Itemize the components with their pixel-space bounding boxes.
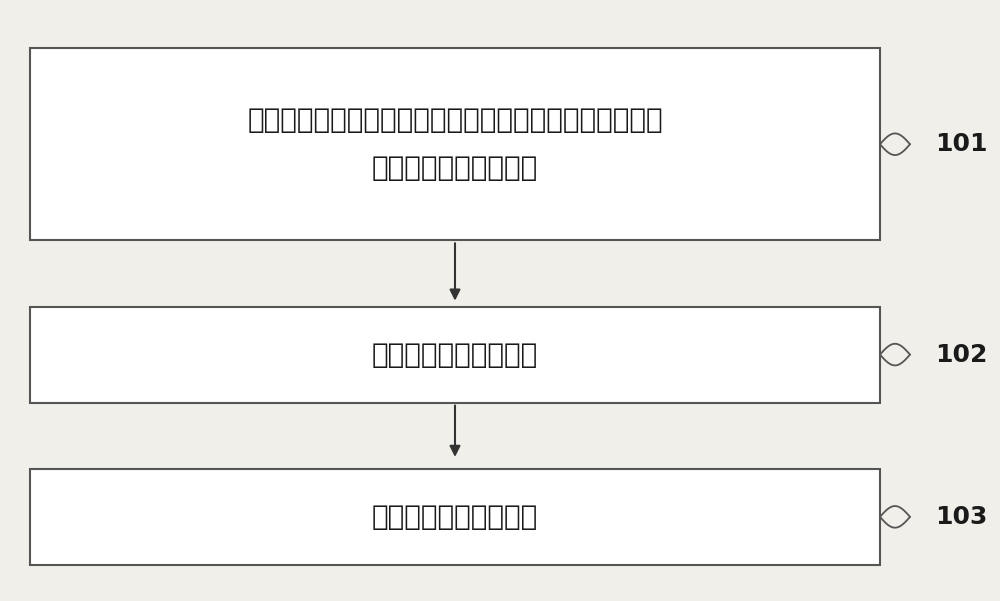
Text: 103: 103 — [935, 505, 987, 529]
Bar — [30, 469, 880, 565]
Text: 将混练后的混合物脱泡: 将混练后的混合物脱泡 — [372, 503, 538, 531]
Bar — [30, 48, 880, 240]
Text: 101: 101 — [935, 132, 988, 156]
Text: 将所述搅拌混合物混练: 将所述搅拌混合物混练 — [372, 341, 538, 368]
Text: 102: 102 — [935, 343, 987, 367]
Text: 将硅烷偶联剂改性的碳纳米管和封框胶组合物中其它组分: 将硅烷偶联剂改性的碳纳米管和封框胶组合物中其它组分 — [247, 106, 663, 134]
Text: 混合，形成搅拌混合物: 混合，形成搅拌混合物 — [372, 154, 538, 182]
Bar — [30, 307, 880, 403]
